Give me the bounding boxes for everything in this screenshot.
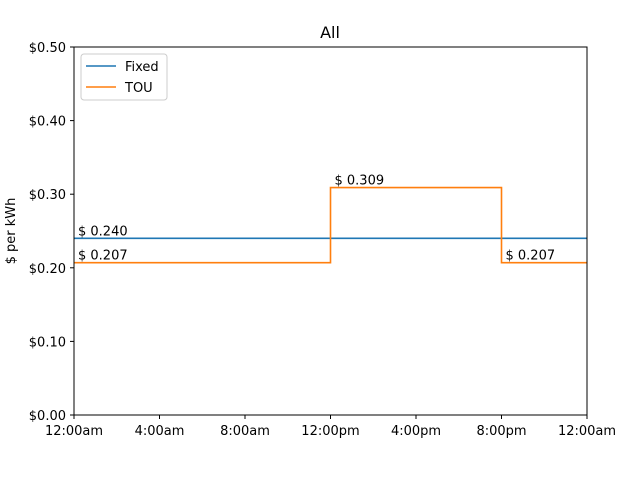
value-annotation: $ 0.207 xyxy=(506,249,556,264)
x-tick-label: 8:00pm xyxy=(476,424,526,439)
legend: Fixed TOU xyxy=(80,53,168,101)
y-tick-label: $0.30 xyxy=(29,188,66,203)
y-tick-label: $0.00 xyxy=(29,409,66,424)
y-axis-label: $ per kWh xyxy=(4,198,19,265)
x-tick-label: 4:00am xyxy=(135,424,185,439)
x-tick-label: 12:00pm xyxy=(301,424,359,439)
y-tick-label: $0.40 xyxy=(29,115,66,130)
y-tick-label: $0.20 xyxy=(29,262,66,277)
chart-title: All xyxy=(320,23,340,42)
value-annotation: $ 0.240 xyxy=(78,224,128,239)
x-tick-label: 8:00am xyxy=(220,424,270,439)
plot-area: $ 0.240 $ 0.207 $ 0.309 $ 0.207 12:00am 4:00a… xyxy=(29,41,616,439)
legend-label-tou: TOU xyxy=(124,81,153,96)
series-line-tou xyxy=(74,186,587,264)
y-tick-label: $0.10 xyxy=(29,335,66,350)
y-tick-label: $0.50 xyxy=(29,41,66,56)
value-annotation: $ 0.309 xyxy=(335,174,385,189)
x-tick-label: 4:00pm xyxy=(391,424,441,439)
value-annotation: $ 0.207 xyxy=(78,249,128,264)
x-tick-label: 12:00am xyxy=(45,424,103,439)
x-tick-label: 12:00am xyxy=(558,424,616,439)
legend-label-fixed: Fixed xyxy=(125,60,159,75)
